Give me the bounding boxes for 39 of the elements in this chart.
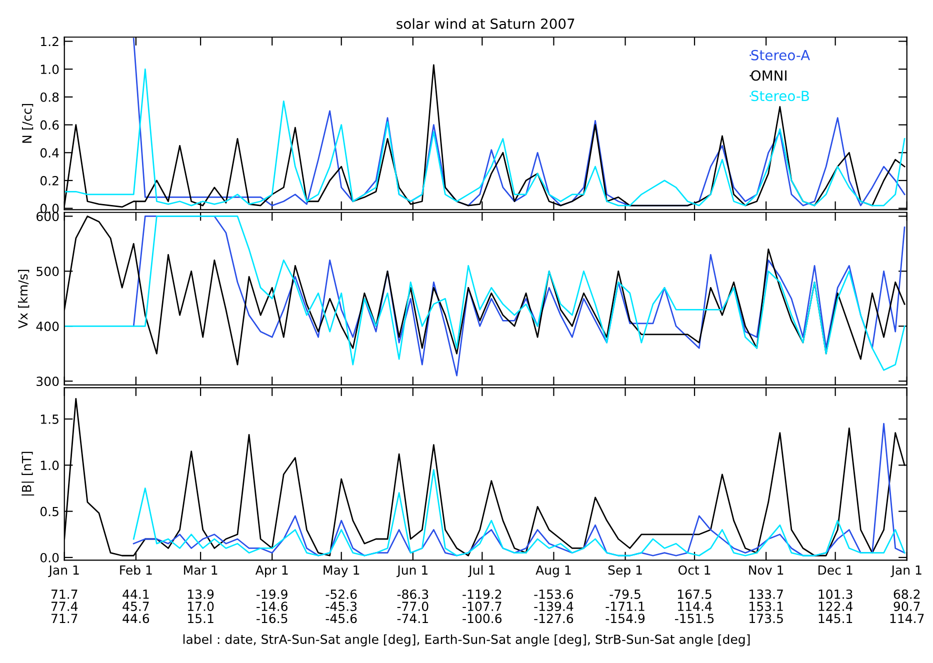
legend-label: Stereo-A <box>751 50 810 60</box>
y-tick-label: 1.5 <box>41 414 58 424</box>
legend-label: Stereo-B <box>751 90 809 102</box>
y-tick-label: 0.5 <box>40 506 58 516</box>
x-tick-label: Jul 1 -119.2 -107.7 -100.6 <box>462 565 502 624</box>
line-series <box>132 422 906 556</box>
y-tick-label: 500 <box>36 266 59 276</box>
y-tick-label: 600 <box>36 212 59 222</box>
chart-title: solar wind at Saturn 2007 <box>396 18 574 29</box>
y-tick-label: 0.6 <box>40 120 59 130</box>
text: label : date, StrA-Sun-Sat angle [deg], Earth-Sun-Sat angle [deg], StrB-Sun-Sat angle [deg] <box>183 634 750 646</box>
y-tick-label: 0.4 <box>40 148 59 158</box>
y-tick-label: 0.2 <box>40 176 58 186</box>
x-tick-label: Oct 1 167.5 114.4 -151.5 <box>674 565 714 624</box>
y-axis-title: Vx [km/s] <box>18 270 30 328</box>
y-axis-title: N [/cc] <box>22 104 34 143</box>
x-tick-label: Dec 1 101.3 122.4 145.1 <box>818 565 853 624</box>
y-tick-label: 0.8 <box>40 92 59 102</box>
y-tick-label: 400 <box>36 322 59 332</box>
x-tick-label: Jun 1 -86.3 -77.0 -74.1 <box>396 565 428 623</box>
y-tick-label: 1.0 <box>41 460 59 470</box>
x-tick-label: Sep 1 -79.5 -171.1 -154.9 <box>606 565 645 624</box>
x-tick-label: Nov 1 133.7 153.1 173.5 <box>749 565 784 624</box>
y-tick-label: 1.2 <box>41 36 58 46</box>
y-tick-label: 0.0 <box>40 552 59 562</box>
line-series <box>132 38 906 206</box>
y-tick-label: 300 <box>36 376 59 386</box>
x-tick-label: Aug 1 -153.6 -139.4 -127.6 <box>534 565 574 624</box>
line-series <box>132 469 906 556</box>
x-tick-label: Mar 1 13.9 17.0 15.1 <box>184 565 218 624</box>
x-tick-label: Apr 1 -19.9 -14.6 -16.5 <box>255 565 288 624</box>
legend-label: OMNI <box>751 70 786 81</box>
x-tick-label: Feb 1 44.1 45.7 44.6 <box>120 565 152 624</box>
x-tick-label: May 1 -52.6 -45.3 -45.6 <box>324 565 360 624</box>
x-tick-label: Jan 1 71.7 77.4 71.7 <box>48 565 79 623</box>
y-tick-label: 0.0 <box>40 204 59 214</box>
y-axis-title: |B| [nT] <box>22 452 34 496</box>
x-tick-label: Jan 1 68.2 90.7 114.7 <box>890 565 924 623</box>
y-tick-label: 1.0 <box>41 64 59 74</box>
